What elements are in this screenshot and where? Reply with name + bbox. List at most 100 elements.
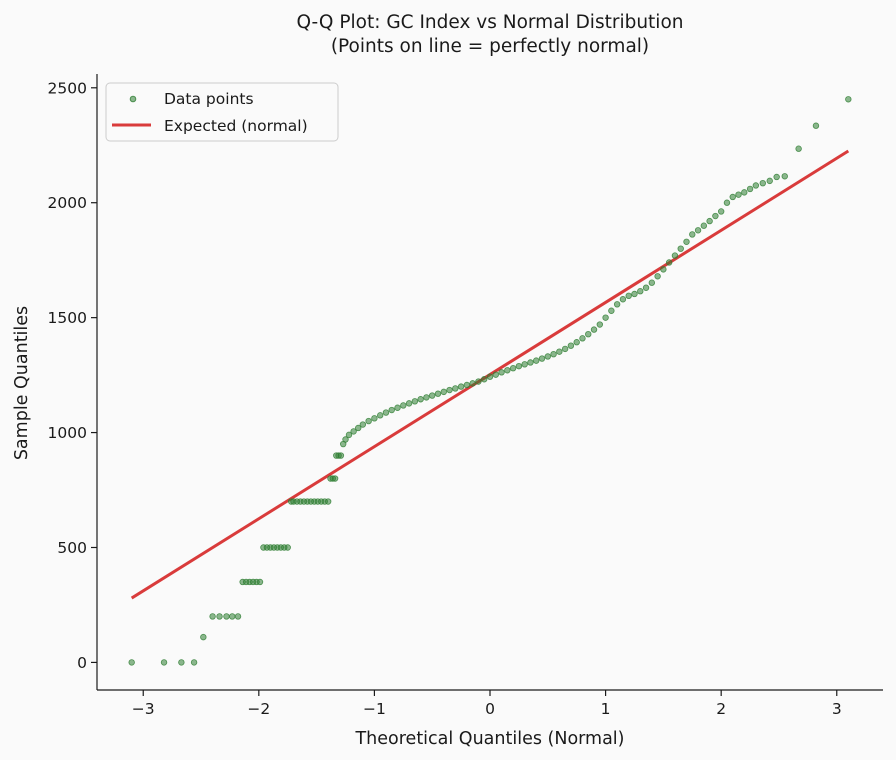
x-axis-label: Theoretical Quantiles (Normal)	[354, 729, 624, 749]
data-point	[509, 365, 517, 372]
data-point	[256, 578, 264, 586]
data-point	[579, 335, 586, 342]
data-point	[689, 231, 696, 238]
legend-marker-data-points	[129, 95, 137, 103]
data-point	[637, 288, 644, 295]
y-axis-label: Sample Quantiles	[12, 306, 32, 460]
chart-title: Q-Q Plot: GC Index vs Normal Distributio…	[296, 12, 683, 33]
data-point	[723, 199, 731, 206]
data-point	[812, 122, 820, 129]
data-point	[735, 191, 742, 198]
y-tick-label: 1000	[48, 424, 87, 442]
legend-box	[105, 82, 339, 142]
data-point	[567, 342, 575, 349]
data-point	[492, 371, 499, 378]
data-point	[683, 238, 690, 245]
data-point	[365, 417, 372, 425]
chart-subtitle: (Points on line = perfectly normal)	[331, 36, 649, 57]
data-point	[665, 259, 673, 266]
data-point	[625, 292, 632, 300]
data-point	[660, 266, 667, 273]
data-point	[457, 383, 465, 390]
data-point	[481, 376, 488, 383]
legend-label-data-points: Data points	[164, 90, 254, 108]
data-point	[400, 402, 407, 409]
data-point	[766, 177, 773, 185]
data-point	[671, 252, 679, 259]
data-point	[234, 613, 242, 620]
data-point	[561, 345, 569, 353]
data-point	[200, 633, 207, 641]
data-point	[128, 659, 135, 666]
data-point	[596, 321, 604, 328]
y-tick-label: 1500	[48, 309, 87, 327]
data-point	[429, 392, 436, 399]
x-tick-label: 2	[716, 700, 726, 718]
y-tick-label: 2500	[48, 79, 87, 97]
data-point	[345, 431, 353, 439]
data-point	[355, 424, 362, 432]
data-point	[178, 659, 185, 666]
data-point	[533, 357, 540, 364]
data-point	[613, 301, 621, 308]
data-point	[717, 208, 725, 215]
data-point	[550, 350, 557, 358]
x-tick-label: −3	[132, 700, 155, 718]
data-point	[324, 498, 332, 505]
data-point	[417, 396, 424, 403]
y-tick-label: 500	[57, 539, 87, 557]
data-point	[446, 386, 453, 394]
data-point	[729, 193, 736, 201]
data-point	[405, 400, 413, 407]
data-point	[475, 378, 482, 385]
data-point	[331, 475, 339, 482]
data-point	[700, 222, 708, 229]
data-point	[642, 284, 650, 291]
data-point	[463, 381, 471, 389]
data-point	[216, 613, 223, 620]
legend-label-expected-normal: Expected (normal)	[164, 117, 308, 135]
data-point	[371, 415, 378, 422]
data-point	[521, 361, 528, 368]
y-axis-ticks: 0 500 1000 1500 2000 2500	[48, 79, 97, 672]
data-point	[382, 409, 390, 416]
data-point	[585, 330, 592, 338]
x-tick-label: 3	[832, 700, 842, 718]
data-point	[359, 421, 367, 428]
data-point	[376, 412, 384, 419]
data-point	[527, 359, 534, 366]
data-point	[773, 173, 780, 181]
data-point	[602, 314, 609, 321]
data-point	[746, 185, 754, 193]
data-point	[654, 273, 661, 280]
data-point	[350, 428, 357, 435]
data-point	[556, 348, 563, 355]
data-point	[795, 145, 802, 152]
data-point	[440, 388, 447, 396]
data-point	[538, 355, 546, 362]
data-point	[388, 406, 395, 414]
data-point	[469, 380, 476, 387]
data-point	[544, 353, 551, 360]
data-point	[486, 373, 494, 380]
data-point	[781, 173, 788, 180]
data-point	[648, 279, 656, 286]
y-tick-label: 0	[77, 654, 87, 672]
y-tick-label: 2000	[48, 194, 87, 212]
data-point	[759, 179, 766, 187]
data-point	[741, 189, 748, 196]
data-point	[573, 339, 580, 346]
data-point	[608, 307, 615, 314]
x-tick-label: −2	[247, 700, 270, 718]
legend: Data points Expected (normal)	[105, 82, 339, 142]
data-point	[394, 404, 401, 411]
data-point	[712, 212, 719, 220]
data-point	[160, 659, 168, 666]
x-tick-label: −1	[363, 700, 386, 718]
x-tick-label: 0	[485, 700, 495, 718]
data-point	[590, 326, 598, 333]
data-point	[677, 245, 684, 252]
data-point	[337, 452, 345, 459]
data-point	[498, 369, 505, 376]
data-point	[411, 398, 419, 405]
